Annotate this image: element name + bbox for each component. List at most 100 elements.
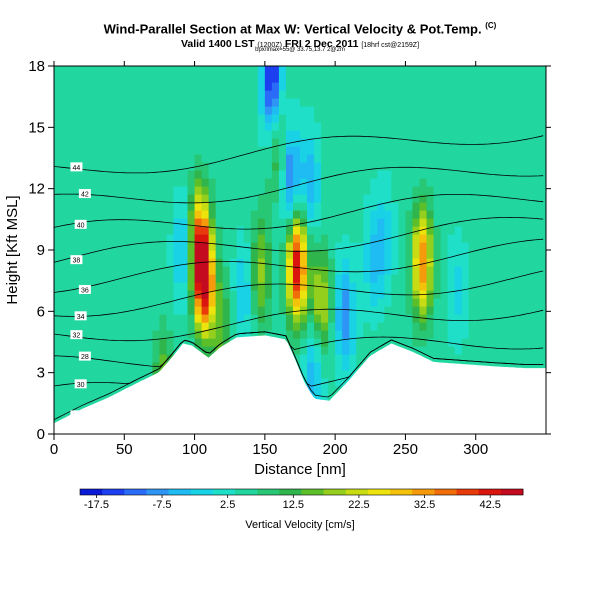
field-cell	[208, 138, 217, 147]
field-cell	[103, 146, 111, 155]
field-cell	[496, 106, 505, 115]
field-cell	[68, 322, 76, 331]
field-cell	[398, 330, 407, 339]
field-cell	[103, 178, 111, 187]
field-cell	[447, 178, 456, 187]
field-cell	[201, 98, 210, 107]
field-cell	[391, 194, 399, 203]
field-cell	[349, 82, 357, 91]
field-cell	[131, 282, 139, 291]
field-cell	[138, 66, 146, 75]
field-cell	[145, 314, 153, 323]
x-tick-label: 50	[116, 441, 133, 458]
field-cell	[426, 162, 435, 171]
field-cell	[496, 98, 505, 107]
field-cell	[524, 322, 533, 331]
field-cell	[180, 82, 189, 91]
field-cell	[208, 130, 217, 139]
field-cell	[131, 378, 139, 387]
field-cell	[433, 186, 442, 195]
field-cell	[335, 386, 343, 395]
field-cell	[384, 98, 392, 107]
field-cell	[180, 194, 189, 203]
field-cell	[398, 226, 407, 235]
field-cell	[292, 258, 301, 267]
field-cell	[363, 266, 371, 275]
field-cell	[292, 282, 301, 291]
field-cell	[278, 290, 287, 299]
colorbar-swatch	[279, 489, 302, 495]
field-cell	[510, 178, 519, 187]
field-cell	[300, 274, 308, 283]
field-cell	[468, 330, 477, 339]
field-cell	[145, 82, 153, 91]
field-cell	[342, 306, 350, 315]
field-cell	[103, 154, 111, 163]
field-cell	[82, 346, 90, 355]
field-cell	[131, 202, 139, 211]
field-cell	[349, 322, 357, 331]
field-cell	[250, 146, 259, 155]
field-cell	[433, 290, 442, 299]
field-cell	[370, 314, 378, 323]
theta-label-box	[78, 189, 91, 199]
field-cell	[412, 122, 421, 131]
field-cell	[103, 98, 111, 107]
field-cell	[461, 154, 470, 163]
field-cell	[124, 234, 132, 243]
field-cell	[278, 202, 287, 211]
field-cell	[180, 314, 189, 323]
field-cell	[285, 274, 294, 283]
field-cell	[187, 306, 196, 315]
field-cell	[194, 186, 203, 195]
field-cell	[349, 330, 357, 339]
colorbar-label: Vertical Velocity [cm/s]	[245, 519, 354, 531]
field-cell	[54, 274, 62, 283]
field-cell	[503, 122, 512, 131]
field-cell	[278, 330, 287, 339]
field-cell	[166, 338, 175, 347]
field-cell	[250, 234, 259, 243]
field-cell	[166, 114, 175, 123]
field-cell	[524, 338, 533, 347]
field-cell	[117, 386, 125, 395]
field-cell	[419, 146, 428, 155]
field-cell	[503, 322, 512, 331]
field-cell	[384, 314, 392, 323]
field-cell	[482, 234, 491, 243]
field-cell	[264, 122, 273, 131]
field-cell	[285, 282, 294, 291]
field-cell	[468, 338, 477, 347]
field-cell	[426, 234, 435, 243]
field-cell	[447, 90, 456, 99]
field-cell	[194, 98, 203, 107]
field-cell	[138, 210, 146, 219]
field-cell	[278, 122, 287, 131]
field-cell	[138, 226, 146, 235]
field-cell	[166, 322, 175, 331]
field-cell	[96, 250, 104, 259]
field-cell	[447, 170, 456, 179]
field-cell	[285, 186, 294, 195]
field-cell	[54, 370, 62, 379]
field-cell	[496, 250, 505, 259]
field-cell	[300, 98, 308, 107]
field-cell	[419, 258, 428, 267]
theta-contour	[54, 331, 544, 387]
field-cell	[377, 194, 385, 203]
field-cell	[531, 330, 540, 339]
field-cell	[201, 210, 210, 219]
field-cell	[61, 298, 69, 307]
field-cell	[54, 98, 62, 107]
field-cell	[173, 298, 182, 307]
field-cell	[243, 122, 252, 131]
field-cell	[321, 162, 329, 171]
field-cell	[292, 162, 301, 171]
field-cell	[440, 226, 449, 235]
field-cell	[278, 250, 287, 259]
field-cell	[243, 322, 252, 331]
field-cell	[496, 322, 505, 331]
field-cell	[131, 90, 139, 99]
field-cell	[96, 162, 104, 171]
field-cell	[356, 66, 364, 75]
